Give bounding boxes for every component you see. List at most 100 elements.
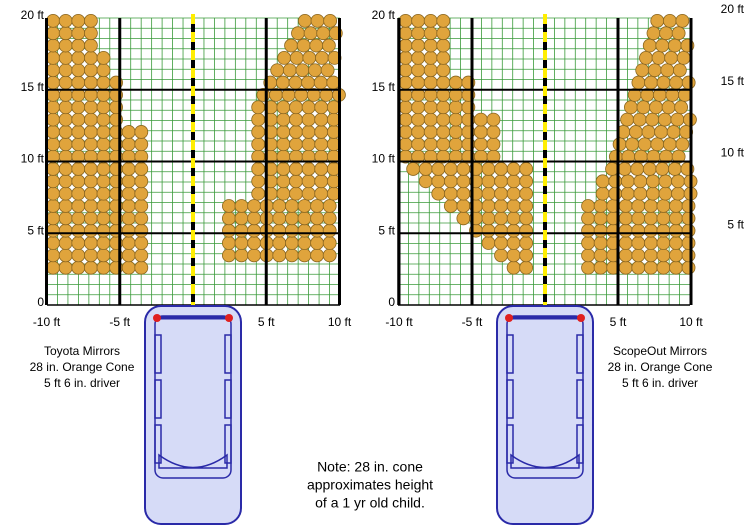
cone (84, 187, 97, 200)
cone (84, 199, 97, 212)
cone (59, 101, 72, 114)
cone (507, 261, 520, 274)
note-line: of a 1 yr old child. (315, 495, 425, 511)
cone (97, 125, 110, 138)
cone (457, 212, 470, 225)
cone (59, 162, 72, 175)
cone (644, 237, 657, 250)
cone (315, 125, 328, 138)
cone (289, 113, 302, 126)
cone (482, 175, 495, 188)
cone (97, 249, 110, 262)
cone (669, 249, 682, 262)
cone (636, 64, 649, 77)
cone (276, 76, 289, 89)
cone (668, 162, 681, 175)
cone (302, 187, 315, 200)
cone (122, 261, 135, 274)
cone (412, 14, 425, 27)
cone (285, 224, 298, 237)
cone (619, 237, 632, 250)
cone (59, 237, 72, 250)
cone (302, 113, 315, 126)
cone (669, 261, 682, 274)
cone (321, 64, 334, 77)
cone (47, 212, 60, 225)
cone (412, 113, 425, 126)
cone (72, 39, 85, 52)
cone (594, 224, 607, 237)
cone (671, 113, 684, 126)
mirror (153, 314, 161, 322)
cone (97, 113, 110, 126)
cone (682, 261, 695, 274)
caption-line: 5 ft 6 in. driver (44, 376, 120, 390)
cone (273, 249, 286, 262)
cone (399, 27, 412, 40)
cone (317, 27, 330, 40)
cone (644, 249, 657, 262)
cone (72, 64, 85, 77)
cone (290, 51, 303, 64)
cone (495, 162, 508, 175)
x-tick-label: 5 ft (258, 315, 275, 329)
cone (399, 76, 412, 89)
cone (311, 249, 324, 262)
cone (47, 113, 60, 126)
cone (235, 249, 248, 262)
cone (663, 138, 676, 151)
cone (248, 224, 261, 237)
y-tick-label: 5 ft (378, 223, 395, 237)
y-tick-label: 20 ft (21, 8, 45, 22)
cone (667, 125, 680, 138)
cone (222, 224, 235, 237)
cone (72, 175, 85, 188)
cone (659, 175, 672, 188)
y-tick-label: 15 ft (372, 80, 396, 94)
cone (323, 237, 336, 250)
cone (315, 187, 328, 200)
cone (84, 125, 97, 138)
cone (399, 125, 412, 138)
cone (657, 249, 670, 262)
caption-line: Toyota Mirrors (44, 344, 120, 358)
cone (652, 51, 665, 64)
cone (291, 27, 304, 40)
cone (412, 138, 425, 151)
cone (424, 101, 437, 114)
cone (656, 39, 669, 52)
cone (613, 138, 626, 151)
cone (72, 27, 85, 40)
cone (399, 113, 412, 126)
cone (424, 113, 437, 126)
cone (59, 39, 72, 52)
cone (84, 249, 97, 262)
cone (135, 162, 148, 175)
cone (399, 14, 412, 27)
cone (285, 212, 298, 225)
cone (449, 76, 462, 89)
cone (97, 212, 110, 225)
cone (59, 175, 72, 188)
panel: -10 ft-5 ft5 ft10 ft05 ft10 ft15 ft20 ft… (372, 8, 713, 524)
cone (482, 199, 495, 212)
cone (296, 64, 309, 77)
cone (437, 125, 450, 138)
cone (277, 138, 290, 151)
cone (315, 162, 328, 175)
cone (84, 237, 97, 250)
cone (277, 187, 290, 200)
cone (399, 64, 412, 77)
edge-label: 20 ft (721, 2, 745, 16)
cone (84, 101, 97, 114)
cone (252, 113, 265, 126)
cone (457, 199, 470, 212)
cone (122, 138, 135, 151)
cone (252, 101, 265, 114)
cone (47, 187, 60, 200)
cone (273, 237, 286, 250)
mirror (505, 314, 513, 322)
cone (444, 175, 457, 188)
cone (632, 212, 645, 225)
cone (482, 237, 495, 250)
